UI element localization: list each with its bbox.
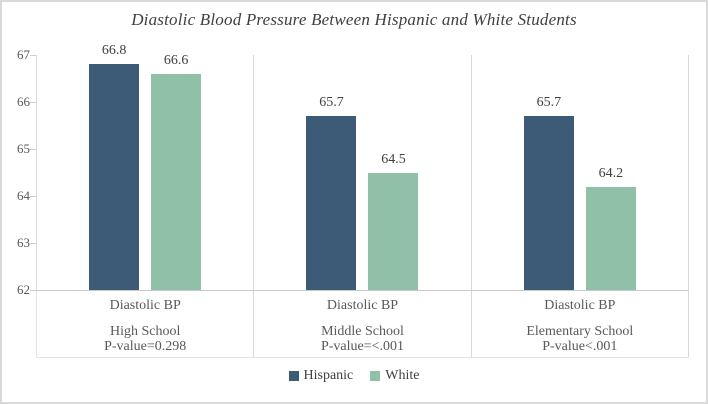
y-tick-label: 62	[17, 282, 30, 297]
bar-white: 64.2	[585, 166, 636, 290]
category-measure-label: Diastolic BP	[326, 298, 399, 313]
category-measure-label: Diastolic BP	[544, 298, 616, 313]
y-tick-label: 66	[17, 94, 30, 109]
category-school-label: Middle School	[321, 324, 404, 339]
category-pvalue-label: P-value=<.001	[320, 339, 405, 354]
category-school-label: High School	[109, 324, 181, 339]
category-axis: Diastolic BP High School P-value=0.298 Dias…	[36, 291, 689, 358]
bar-value-label: 66.6	[163, 52, 189, 68]
y-tick-mark	[30, 243, 36, 244]
legend-label: White	[385, 368, 420, 383]
bar-hispanic: 66.8	[89, 43, 140, 290]
legend-item: Hispanic	[288, 368, 354, 384]
bar-hispanic: 65.7	[523, 95, 574, 290]
category-pvalue-label: P-value<.001	[542, 339, 618, 354]
bar-value-label: 65.7	[536, 95, 562, 111]
legend: Hispanic White	[2, 368, 706, 384]
y-tick-label: 63	[17, 235, 30, 250]
y-tick-mark	[30, 55, 36, 56]
bar-value-label: 64.5	[381, 151, 406, 167]
bar-value-label: 65.7	[319, 95, 344, 111]
y-tick-label: 67	[17, 47, 30, 62]
category-cell: Diastolic BP High School P-value=0.298	[37, 291, 255, 357]
bar-group: 65.7 64.2	[472, 55, 689, 290]
y-tick-mark	[30, 149, 36, 150]
bar-value-label: 66.8	[101, 43, 127, 59]
bar-group: 66.8 66.6	[37, 43, 255, 290]
bar-hispanic: 65.7	[306, 95, 357, 290]
category-measure-label: Diastolic BP	[109, 298, 181, 313]
category-cell: Diastolic BP Middle School P-value=<.001	[254, 291, 472, 357]
legend-label: Hispanic	[303, 368, 354, 383]
bar-value-label: 64.2	[598, 165, 624, 181]
y-tick-mark	[30, 290, 36, 291]
y-tick-mark	[30, 196, 36, 197]
category-school-label: Elementary School	[526, 324, 634, 339]
category-pvalue-label: P-value=0.298	[104, 339, 187, 354]
plot-area: 66.8 66.6 65.7 64.5 65.7 64.2	[36, 43, 689, 291]
category-cell: Diastolic BP Elementary School P-value<.00…	[472, 291, 689, 357]
legend-swatch-hispanic	[288, 371, 299, 381]
bar-group: 65.7 64.5	[254, 55, 472, 290]
legend-swatch-white	[370, 371, 381, 381]
y-tick-mark	[30, 102, 36, 103]
y-tick-label: 64	[17, 188, 30, 203]
chart-title: Diastolic Blood Pressure Between Hispani…	[131, 10, 577, 29]
bar-white: 64.5	[368, 152, 419, 290]
y-tick-label: 65	[17, 141, 30, 156]
legend-item: White	[370, 368, 419, 384]
bar-white: 66.6	[151, 53, 202, 290]
